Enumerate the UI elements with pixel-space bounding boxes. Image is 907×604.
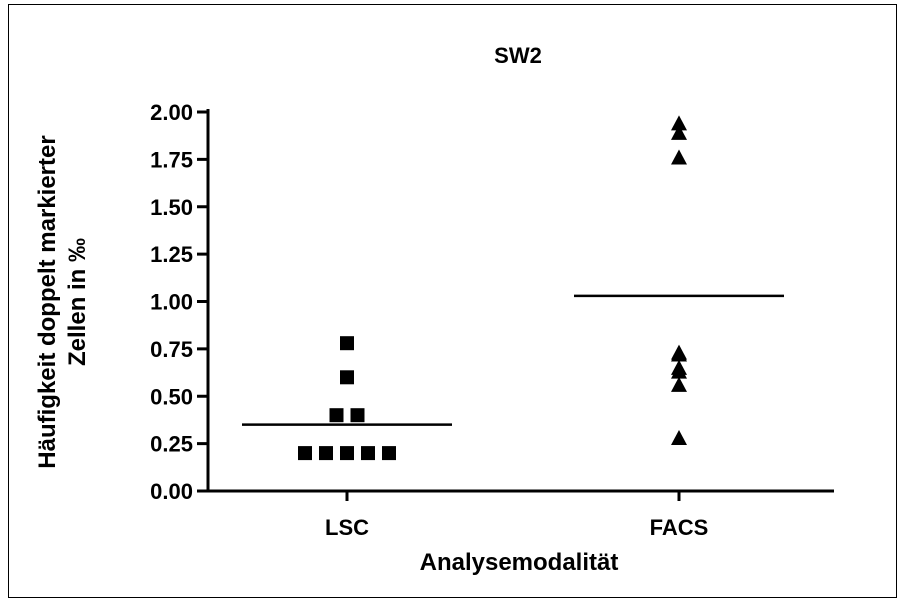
data-point-triangle	[671, 363, 687, 379]
data-point-triangle	[671, 346, 687, 362]
y-tick-label: 0.25	[150, 432, 193, 457]
data-point-triangle	[671, 149, 687, 165]
x-axis-label: Analysemodalität	[420, 549, 619, 576]
data-point-square	[382, 446, 396, 461]
y-tick-label: 0.00	[150, 479, 193, 504]
x-tick-label: LSC	[325, 515, 369, 540]
data-point-square	[340, 370, 354, 385]
y-axis: 0.00 0.25 0.50 0.75 1.00 1.25 1.50 1.75 2.00	[150, 100, 210, 504]
chart-title: SW2	[494, 43, 542, 68]
data-point-square	[340, 446, 354, 461]
data-point-triangle	[671, 124, 687, 140]
y-tick-label: 1.75	[150, 147, 193, 172]
y-tick-label: 1.00	[150, 290, 193, 315]
y-tick-label: 1.25	[150, 242, 193, 267]
x-ticks: LSC FACS	[325, 491, 708, 540]
data-point-triangle	[671, 376, 687, 392]
data-point-square	[298, 446, 312, 461]
data-point-square	[319, 446, 333, 461]
data-point-square	[329, 408, 344, 423]
y-axis-label-line1: Häufigkeit doppelt markierter	[34, 135, 61, 468]
x-tick-label: FACS	[650, 515, 709, 540]
y-axis-label-line2: Zellen in ‰	[64, 238, 91, 366]
data-point-square	[350, 408, 365, 423]
y-axis-label: Häufigkeit doppelt markierter Zellen in …	[34, 135, 91, 468]
data-point-square	[361, 446, 375, 461]
y-tick-label: 0.75	[150, 337, 193, 362]
data-point-square	[340, 336, 354, 351]
y-tick-label: 1.50	[150, 195, 193, 220]
x-axis: LSC FACS	[206, 489, 834, 540]
chart-frame: SW2 0.00 0.25 0.50 0.75 1.00 1.25 1.50 1.75 2.00…	[8, 4, 897, 598]
plot-marks	[242, 115, 784, 461]
y-tick-label: 2.00	[150, 100, 193, 125]
data-point-triangle	[671, 115, 687, 131]
data-point-triangle	[671, 429, 687, 445]
y-ticks: 0.00 0.25 0.50 0.75 1.00 1.25 1.50 1.75 2.00	[150, 100, 208, 504]
scatter-chart: SW2 0.00 0.25 0.50 0.75 1.00 1.25 1.50 1.75 2.00…	[34, 43, 834, 576]
y-tick-label: 0.50	[150, 384, 193, 409]
